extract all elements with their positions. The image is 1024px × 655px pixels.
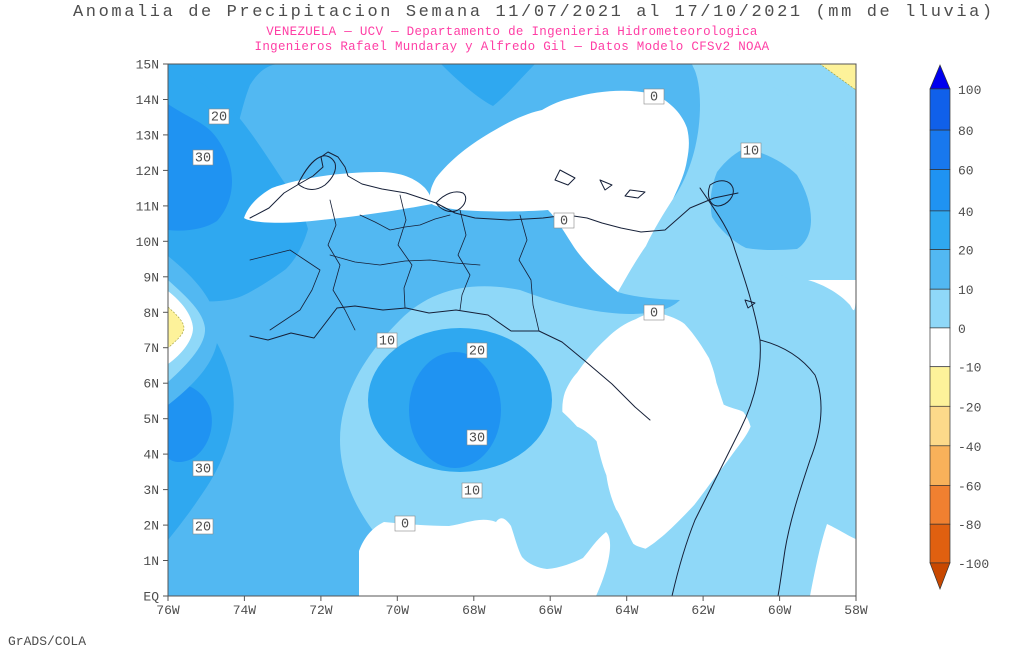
svg-text:30: 30: [195, 463, 211, 478]
svg-text:0: 0: [650, 91, 658, 106]
svg-text:58W: 58W: [844, 603, 868, 618]
svg-text:62W: 62W: [691, 603, 715, 618]
svg-text:10: 10: [743, 145, 759, 160]
svg-text:76W: 76W: [156, 603, 180, 618]
svg-text:20: 20: [195, 521, 211, 536]
svg-text:30: 30: [195, 152, 211, 167]
svg-text:15N: 15N: [136, 58, 159, 73]
svg-text:8N: 8N: [143, 306, 159, 321]
svg-text:30: 30: [469, 432, 485, 447]
svg-text:-80: -80: [958, 518, 981, 533]
svg-text:40: 40: [958, 205, 974, 220]
svg-text:4N: 4N: [143, 448, 159, 463]
svg-text:20: 20: [469, 345, 485, 360]
svg-text:7N: 7N: [143, 341, 159, 356]
svg-text:10: 10: [379, 335, 395, 350]
svg-text:9N: 9N: [143, 270, 159, 285]
svg-text:-100: -100: [958, 557, 989, 572]
svg-text:60: 60: [958, 164, 974, 179]
svg-text:3N: 3N: [143, 483, 159, 498]
svg-text:Ingenieros Rafael Mundaray y A: Ingenieros Rafael Mundaray y Alfredo Gil…: [255, 40, 770, 54]
svg-text:2N: 2N: [143, 519, 159, 534]
svg-text:VENEZUELA — UCV — Departamento: VENEZUELA — UCV — Departamento de Ingeni…: [266, 25, 758, 39]
svg-text:64W: 64W: [615, 603, 639, 618]
svg-text:68W: 68W: [462, 603, 486, 618]
svg-text:6N: 6N: [143, 377, 159, 392]
svg-text:GrADS/COLA: GrADS/COLA: [8, 634, 86, 649]
svg-text:20: 20: [958, 244, 974, 259]
svg-text:72W: 72W: [309, 603, 333, 618]
svg-text:100: 100: [958, 83, 981, 98]
svg-text:1N: 1N: [143, 554, 159, 569]
svg-text:12N: 12N: [136, 164, 159, 179]
svg-text:11N: 11N: [136, 199, 159, 214]
svg-text:14N: 14N: [136, 93, 159, 108]
svg-text:10: 10: [464, 485, 480, 500]
svg-text:20: 20: [211, 111, 227, 126]
svg-text:0: 0: [560, 215, 568, 230]
svg-text:0: 0: [401, 518, 409, 533]
svg-text:66W: 66W: [538, 603, 562, 618]
svg-text:70W: 70W: [386, 603, 410, 618]
svg-text:60W: 60W: [768, 603, 792, 618]
svg-text:-20: -20: [958, 400, 981, 415]
svg-text:74W: 74W: [233, 603, 257, 618]
svg-text:-60: -60: [958, 479, 981, 494]
svg-text:-40: -40: [958, 440, 981, 455]
svg-text:0: 0: [650, 307, 658, 322]
svg-text:80: 80: [958, 124, 974, 139]
svg-text:Anomalia de Precipitacion Sema: Anomalia de Precipitacion Semana 11/07/2…: [73, 3, 995, 22]
svg-text:10N: 10N: [136, 235, 159, 250]
svg-text:13N: 13N: [136, 128, 159, 143]
svg-text:0: 0: [958, 322, 966, 337]
svg-text:-10: -10: [958, 361, 981, 376]
svg-text:10: 10: [958, 283, 974, 298]
svg-text:5N: 5N: [143, 412, 159, 427]
